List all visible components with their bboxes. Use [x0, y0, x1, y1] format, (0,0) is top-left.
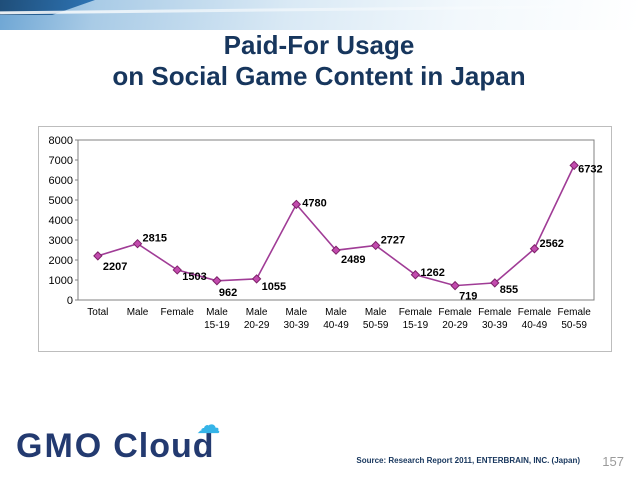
svg-text:6732: 6732	[578, 163, 602, 175]
svg-text:Female: Female	[438, 307, 472, 318]
svg-text:719: 719	[459, 291, 477, 303]
logo-gmo-text: GMO	[16, 427, 104, 465]
svg-text:Male: Male	[127, 307, 149, 318]
svg-text:7000: 7000	[49, 155, 73, 167]
svg-text:6000: 6000	[49, 175, 73, 187]
paid-for-usage-chart: 0 1000 2000 3000 4000 5000 6000 7000 8000 2207 281…	[38, 126, 612, 352]
source-citation: Source: Research Report 2011, ENTERBRAIN…	[356, 456, 580, 465]
svg-text:Female: Female	[478, 307, 512, 318]
svg-text:Male: Male	[365, 307, 387, 318]
chart-svg: 0 1000 2000 3000 4000 5000 6000 7000 8000 2207 281…	[49, 135, 603, 331]
svg-text:1055: 1055	[262, 281, 286, 293]
svg-text:4780: 4780	[302, 197, 326, 209]
svg-text:2815: 2815	[143, 233, 167, 245]
svg-text:50-59: 50-59	[561, 320, 587, 331]
svg-text:30-39: 30-39	[284, 320, 310, 331]
svg-text:15-19: 15-19	[204, 320, 230, 331]
svg-text:4000: 4000	[49, 215, 73, 227]
top-decoration-band	[0, 0, 638, 30]
svg-text:2207: 2207	[103, 261, 127, 273]
svg-text:40-49: 40-49	[522, 320, 548, 331]
svg-text:Male: Male	[246, 307, 268, 318]
svg-text:Female: Female	[557, 307, 591, 318]
slide-title: Paid-For Usage on Social Game Content in…	[0, 30, 638, 92]
svg-text:1262: 1262	[420, 267, 444, 279]
gmo-cloud-logo: GMO Cloud ☁	[16, 412, 221, 471]
cloud-icon: ☁	[196, 412, 221, 439]
svg-text:30-39: 30-39	[482, 320, 508, 331]
svg-text:2000: 2000	[49, 255, 73, 267]
svg-text:20-29: 20-29	[244, 320, 270, 331]
svg-text:Total: Total	[87, 307, 108, 318]
svg-text:Female: Female	[161, 307, 195, 318]
svg-text:Male: Male	[206, 307, 228, 318]
page-number: 157	[602, 454, 624, 469]
svg-text:Male: Male	[325, 307, 347, 318]
svg-text:855: 855	[500, 284, 518, 296]
slide-title-line2: on Social Game Content in Japan	[112, 61, 526, 92]
svg-text:8000: 8000	[49, 135, 73, 147]
svg-text:2562: 2562	[539, 238, 563, 250]
logo-cloud-text: Cloud	[113, 427, 215, 465]
swoosh-accent	[0, 4, 638, 15]
svg-text:2727: 2727	[381, 234, 405, 246]
svg-text:3000: 3000	[49, 235, 73, 247]
svg-text:40-49: 40-49	[323, 320, 349, 331]
svg-text:Female: Female	[399, 307, 433, 318]
slide-title-line1: Paid-For Usage	[223, 30, 415, 60]
svg-text:Male: Male	[285, 307, 307, 318]
svg-text:962: 962	[219, 287, 237, 299]
svg-text:15-19: 15-19	[403, 320, 429, 331]
svg-text:5000: 5000	[49, 195, 73, 207]
svg-text:1000: 1000	[49, 275, 73, 287]
svg-text:20-29: 20-29	[442, 320, 468, 331]
svg-text:2489: 2489	[341, 254, 365, 266]
svg-text:50-59: 50-59	[363, 320, 389, 331]
svg-text:1503: 1503	[182, 271, 206, 283]
svg-text:Female: Female	[518, 307, 552, 318]
svg-text:0: 0	[67, 295, 73, 307]
